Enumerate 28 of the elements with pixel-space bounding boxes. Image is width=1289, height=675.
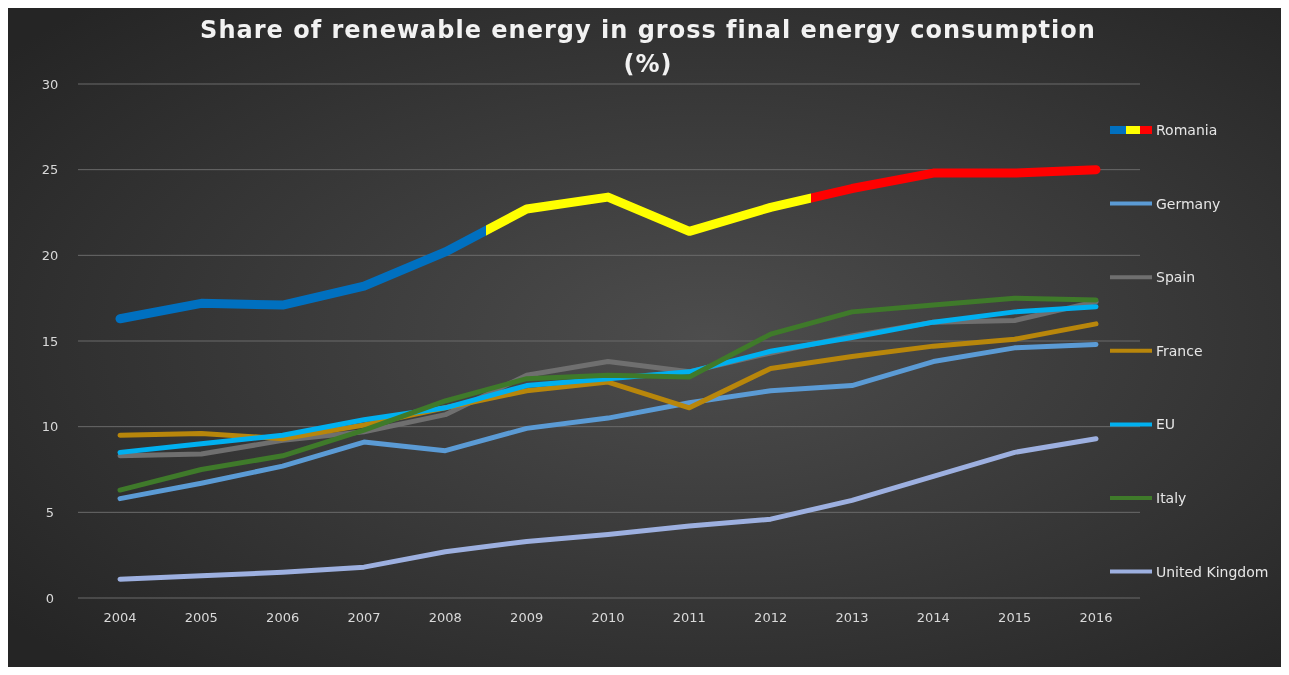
- chart-title: Share of renewable energy in gross final energy consumption (%): [200, 16, 1096, 78]
- y-tick-label: 15: [41, 333, 59, 349]
- x-tick-label: 2007: [347, 610, 381, 625]
- x-tick-label: 2005: [184, 610, 218, 625]
- legend-label: Spain: [1156, 269, 1196, 286]
- y-tick-label: 20: [41, 247, 59, 263]
- x-tick-label: 2014: [916, 610, 950, 625]
- x-tick-label: 2011: [672, 610, 706, 625]
- legend-label: Romania: [1156, 121, 1218, 138]
- legend-label: United Kingdom: [1156, 563, 1269, 580]
- legend-label: France: [1156, 342, 1203, 359]
- x-tick-label: 2009: [510, 610, 544, 625]
- y-tick-label: 5: [45, 504, 55, 520]
- y-tick-label: 30: [41, 76, 59, 92]
- y-tick-label: 0: [45, 590, 55, 606]
- x-tick-label: 2006: [266, 610, 300, 625]
- y-tick-label: 25: [41, 162, 59, 178]
- x-tick-label: 2012: [754, 610, 788, 625]
- legend-label: EU: [1156, 416, 1176, 433]
- x-tick-label: 2016: [1079, 610, 1113, 625]
- y-tick-label: 10: [41, 419, 59, 435]
- x-tick-label: 2010: [591, 610, 625, 625]
- x-tick-label: 2015: [998, 610, 1032, 625]
- x-tick-label: 2013: [835, 610, 869, 625]
- x-tick-label: 2008: [428, 610, 462, 625]
- x-tick-label: 2004: [103, 610, 137, 625]
- legend-label: Germany: [1156, 195, 1221, 212]
- legend-label: Italy: [1156, 489, 1187, 506]
